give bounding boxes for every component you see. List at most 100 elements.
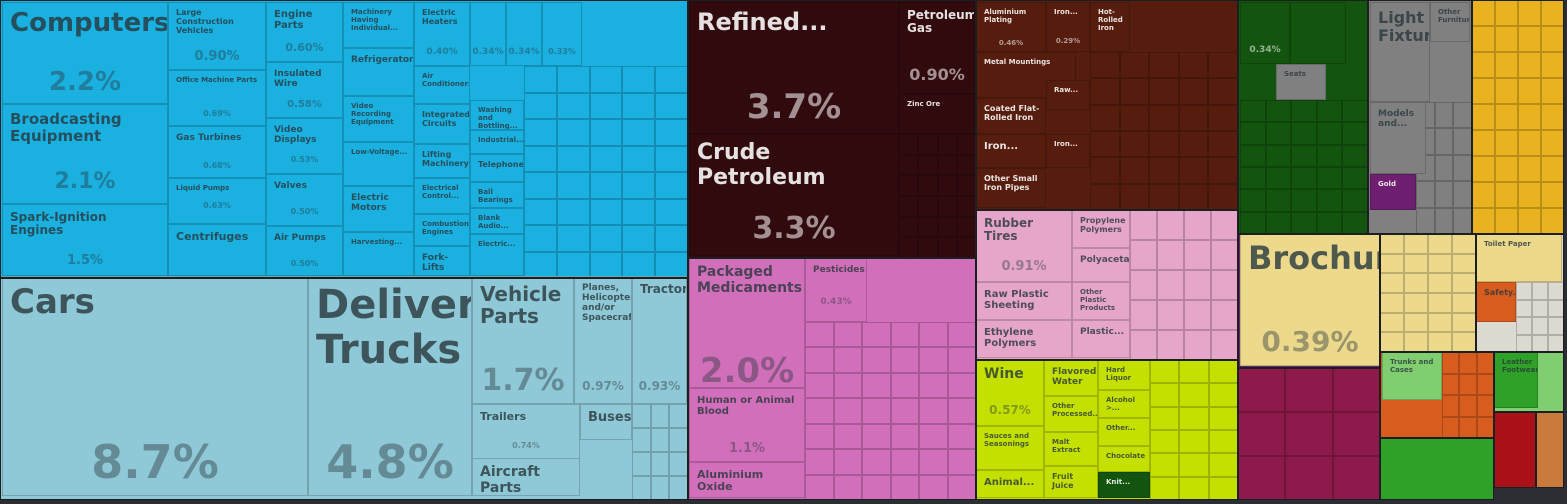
treemap-tile-tractors[interactable]: Tractors 0.93%	[632, 276, 687, 404]
treemap-tile-gold[interactable]: Gold	[1370, 174, 1416, 210]
treemap-tile-item-33[interactable]: 0.34%	[506, 2, 542, 66]
treemap-tile-video-recording-equipment[interactable]: Video Recording Equipment	[343, 96, 414, 142]
treemap-tile-broadcasting-equipment[interactable]: Broadcasting Equipment 2.1%	[2, 104, 168, 204]
treemap-tile-aluminium-plating[interactable]: Aluminium Plating 0.46%	[976, 2, 1046, 52]
treemap-tile-refined[interactable]: Refined... 3.7%	[689, 2, 899, 134]
treemap-tile-planes-helicopters-and-or-spacecraft[interactable]: Planes, Helicopters, and/or Spacecraft 0.…	[574, 276, 632, 404]
treemap-tile-insulated-wire[interactable]: Insulated Wire 0.58%	[266, 62, 343, 118]
treemap-tile-rubber-tires[interactable]: Rubber Tires 0.91%	[976, 210, 1072, 282]
treemap-tile-video-displays[interactable]: Video Displays 0.53%	[266, 118, 343, 174]
treemap-tile-alcohol[interactable]: Alcohol >...	[1098, 390, 1150, 418]
treemap-tile-item-34[interactable]: 0.33%	[542, 2, 582, 66]
treemap-tile-hot-rolled-iron[interactable]: Hot-Rolled Iron	[1090, 2, 1130, 52]
treemap-tile-safety[interactable]: Safety...	[1476, 282, 1516, 322]
treemap-tile-fork-lifts[interactable]: Fork-Lifts	[414, 246, 470, 276]
treemap-tile-other-plastic-products[interactable]: Other Plastic Products	[1072, 282, 1130, 320]
tile-label: Ball Bearings	[478, 188, 513, 204]
treemap-tile-knit[interactable]: Knit...	[1098, 472, 1150, 498]
treemap-tile-other-furniture[interactable]: Other Furniture	[1430, 2, 1470, 42]
treemap-tile-flavored-water[interactable]: Flavored Water	[1044, 360, 1098, 396]
treemap-tile-other[interactable]: Other...	[1098, 418, 1150, 446]
treemap-tile-delivery-trucks[interactable]: Delivery Trucks 4.8%	[308, 276, 472, 496]
minor-tile	[1332, 412, 1380, 456]
treemap-tile-pesticides[interactable]: Pesticides 0.43%	[805, 258, 867, 322]
treemap-tile-iron[interactable]: Iron...	[976, 134, 1046, 168]
treemap-tile-industrial[interactable]: Industrial...	[470, 130, 524, 154]
treemap-tile-toilet-paper[interactable]: Toilet Paper	[1476, 234, 1562, 282]
treemap-tile-item-80[interactable]: 0.34%	[1240, 2, 1290, 64]
treemap-tile-aircraft-parts[interactable]: Aircraft Parts	[472, 458, 580, 496]
treemap-tile-refrigerators[interactable]: Refrigerators	[343, 48, 414, 96]
treemap-tile-centrifuges[interactable]: Centrifuges	[168, 224, 266, 276]
minor-tile	[1179, 476, 1209, 500]
treemap-tile-ball-bearings[interactable]: Ball Bearings	[470, 182, 524, 208]
treemap-tile-zinc-ore[interactable]: Zinc Ore	[899, 94, 975, 134]
treemap-tile-other-processed[interactable]: Other Processed...	[1044, 396, 1098, 432]
treemap-tile-computers[interactable]: Computers 2.2%	[2, 2, 168, 104]
treemap-tile-electrical-control[interactable]: Electrical Control...	[414, 178, 470, 214]
treemap-tile-propylene-polymers[interactable]: Propylene Polymers	[1072, 210, 1130, 248]
minor-tile	[1179, 360, 1209, 384]
treemap-tile-models-and[interactable]: Models and...	[1370, 102, 1426, 174]
treemap-tile-blank-audio[interactable]: Blank Audio...	[470, 208, 524, 234]
treemap-tile-electric-heaters[interactable]: Electric Heaters 0.40%	[414, 2, 470, 66]
treemap-tile-aluminium-oxide[interactable]: Aluminium Oxide	[689, 462, 805, 498]
treemap-tile-combustion-engines[interactable]: Combustion Engines	[414, 214, 470, 246]
treemap-tile-crude-petroleum[interactable]: Crude Petroleum 3.3%	[689, 134, 899, 256]
treemap-tile-packaged-medicaments[interactable]: Packaged Medicaments 2.0%	[689, 258, 805, 388]
treemap-tile-integrated-circuits[interactable]: Integrated Circuits	[414, 104, 470, 144]
treemap-tile-telephones[interactable]: Telephones	[470, 154, 524, 182]
treemap-tile-item-32[interactable]: 0.34%	[470, 2, 506, 66]
treemap-tile-iron[interactable]: Iron... 0.29%	[1046, 2, 1090, 52]
treemap-tile-office-machine-parts[interactable]: Office Machine Parts 0.69%	[168, 70, 266, 126]
treemap-tile-air-conditioners[interactable]: Air Conditioners	[414, 66, 470, 104]
treemap-tile-buses[interactable]: Buses	[580, 404, 632, 440]
treemap-tile-harvesting[interactable]: Harvesting...	[343, 232, 414, 276]
treemap-tile-air-pumps[interactable]: Air Pumps 0.50%	[266, 226, 343, 276]
treemap-tile-knit-t-shirts[interactable]	[1290, 2, 1346, 64]
treemap-tile-animal[interactable]: Animal...	[976, 470, 1044, 498]
treemap-tile-leather-footwear[interactable]: Leather Footwear	[1494, 352, 1538, 408]
treemap-tile-iron[interactable]: Iron...	[1046, 134, 1090, 168]
treemap-tile-fruit-juice[interactable]: Fruit Juice	[1044, 466, 1098, 498]
treemap-tile-liquid-pumps[interactable]: Liquid Pumps 0.63%	[168, 178, 266, 224]
treemap-tile-malt-extract[interactable]: Malt Extract	[1044, 432, 1098, 466]
treemap-tile-brochures[interactable]: Brochures 0.39%	[1240, 234, 1380, 366]
treemap-tile-plastic[interactable]: Plastic...	[1072, 320, 1130, 358]
treemap-tile-petroleum-gas[interactable]: Petroleum Gas 0.90%	[899, 2, 975, 94]
treemap-tile-large-construction-vehicles[interactable]: Large Construction Vehicles 0.90%	[168, 2, 266, 70]
treemap-tile-lifting-machinery[interactable]: Lifting Machinery	[414, 144, 470, 178]
minor-tile	[919, 372, 948, 399]
tile-value: 0.29%	[1055, 37, 1081, 45]
treemap-tile-chocolate[interactable]: Chocolate	[1098, 446, 1150, 472]
treemap-tile-light-fixtures[interactable]: Light Fixtures	[1370, 2, 1430, 102]
treemap-tile-raw-plastic-sheeting[interactable]: Raw Plastic Sheeting	[976, 282, 1072, 320]
treemap-tile-electric[interactable]: Electric...	[470, 234, 524, 276]
treemap-tile-trunks-and-cases[interactable]: Trunks and Cases	[1382, 352, 1442, 400]
treemap-tile-engine-parts[interactable]: Engine Parts 0.60%	[266, 2, 343, 62]
tile-label: Trailers	[480, 410, 527, 423]
treemap-tile-low-voltage[interactable]: Low-Voltage...	[343, 142, 414, 186]
treemap-tile-human-or-animal-blood[interactable]: Human or Animal Blood 1.1%	[689, 388, 805, 462]
treemap-tile-coated-flat-rolled-iron[interactable]: Coated Flat-Rolled Iron	[976, 98, 1046, 134]
treemap-tile-wine[interactable]: Wine 0.57%	[976, 360, 1044, 426]
treemap-tile-washing-and-bottling[interactable]: Washing and Bottling...	[470, 100, 524, 130]
minor-tile	[1157, 270, 1184, 300]
treemap-tile-machinery-having-individual[interactable]: Machinery Having Individual...	[343, 2, 414, 48]
treemap-tile-vehicle-parts[interactable]: Vehicle Parts 1.7%	[472, 276, 574, 404]
treemap-tile-electric-motors[interactable]: Electric Motors	[343, 186, 414, 232]
treemap-tile-gas-turbines[interactable]: Gas Turbines 0.68%	[168, 126, 266, 178]
treemap-tile-hard-liquor[interactable]: Hard Liquor	[1098, 360, 1150, 390]
minor-tile	[556, 66, 590, 93]
treemap-tile-raw[interactable]: Raw...	[1046, 80, 1090, 110]
treemap-tile-ethylene-polymers[interactable]: Ethylene Polymers	[976, 320, 1072, 358]
treemap-tile-sauces-and-seasonings[interactable]: Sauces and Seasonings	[976, 426, 1044, 470]
treemap-tile-seats[interactable]: Seats	[1276, 64, 1326, 100]
treemap-tile-trailers[interactable]: Trailers 0.74%	[472, 404, 580, 462]
treemap-tile-valves[interactable]: Valves 0.50%	[266, 174, 343, 226]
tile-value: 0.57%	[989, 403, 1031, 417]
treemap-tile-other-small-iron-pipes[interactable]: Other Small Iron Pipes	[976, 168, 1046, 208]
treemap-tile-spark-ignition-engines[interactable]: Spark-Ignition Engines 1.5%	[2, 204, 168, 276]
treemap-tile-polyacetals[interactable]: Polyacetals	[1072, 248, 1130, 282]
treemap-tile-cars[interactable]: Cars 8.7%	[2, 276, 308, 496]
